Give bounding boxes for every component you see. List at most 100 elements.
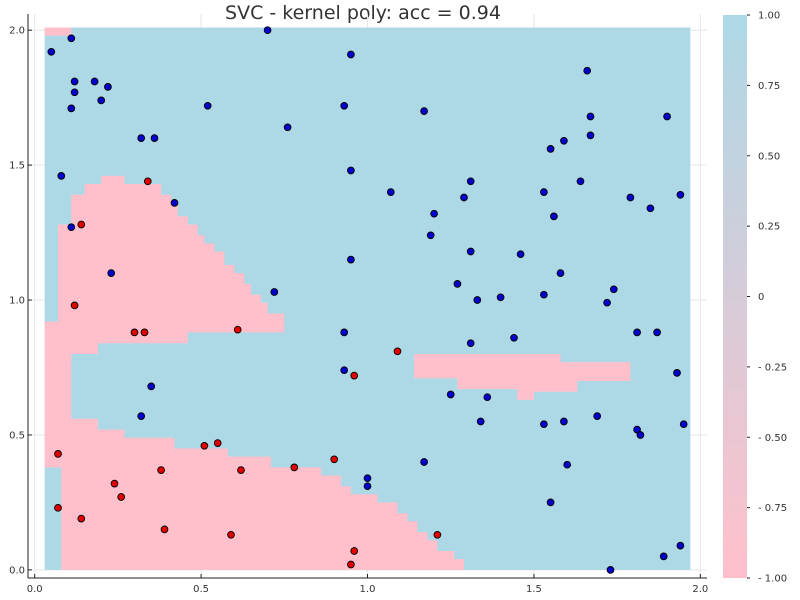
point-class-positive xyxy=(57,172,66,180)
region-negative xyxy=(58,175,285,363)
y-tick-label: 2.0 xyxy=(9,26,25,37)
point-class-positive xyxy=(150,134,159,142)
point-class-negative xyxy=(117,493,126,501)
point-class-positive xyxy=(679,420,688,429)
point-class-positive xyxy=(603,298,611,307)
colorbar-tick-label: - 1.00 xyxy=(758,574,787,585)
point-class-positive xyxy=(420,107,428,115)
point-class-positive xyxy=(676,190,685,199)
point-class-positive xyxy=(496,293,505,302)
x-axis: 0.0 0.5 1.0 1.5 2.0 xyxy=(27,574,708,595)
point-class-positive xyxy=(556,269,565,277)
point-class-positive xyxy=(653,328,661,337)
colorbar-tick-label: 0.75 xyxy=(758,81,780,92)
point-class-positive xyxy=(347,50,355,59)
colorbar-gradient xyxy=(723,15,747,578)
point-class-positive xyxy=(430,209,438,218)
point-class-positive xyxy=(70,77,79,86)
y-axis: 0.0 0.5 1.0 1.5 2.0 xyxy=(9,26,32,576)
colorbar-tick-label: - 0.75 xyxy=(758,503,787,514)
point-class-negative xyxy=(130,328,139,337)
colorbar-tick-label: - 0.25 xyxy=(758,362,787,373)
point-class-positive xyxy=(453,280,462,288)
point-class-negative xyxy=(54,503,62,512)
point-class-positive xyxy=(107,269,116,277)
x-tick-label: 0.5 xyxy=(193,584,209,595)
point-class-positive xyxy=(609,285,618,294)
point-class-positive xyxy=(626,193,635,202)
y-tick-label: 0.0 xyxy=(9,565,25,576)
point-class-positive xyxy=(340,328,349,337)
point-class-positive xyxy=(673,369,681,377)
point-class-positive xyxy=(583,66,592,75)
point-class-positive xyxy=(340,101,349,110)
point-class-positive xyxy=(363,474,372,483)
point-class-negative xyxy=(140,328,149,337)
colorbar: 1.00 0.75 0.50 0.25 0 - 0.25 - 0.50 - 0.75 - 1.0… xyxy=(723,11,787,585)
data-points xyxy=(47,26,688,574)
point-class-negative xyxy=(233,325,242,334)
chart-title: SVC - kernel poly: acc = 0.94 xyxy=(225,2,501,24)
point-class-positive xyxy=(476,417,485,426)
point-class-positive xyxy=(483,393,492,402)
point-class-positive xyxy=(67,34,76,43)
x-tick-label: 2.0 xyxy=(692,584,708,595)
point-class-negative xyxy=(350,371,359,380)
point-class-positive xyxy=(550,212,558,221)
point-class-positive xyxy=(67,104,76,113)
point-class-positive xyxy=(516,250,525,259)
point-class-negative xyxy=(54,450,62,458)
point-class-positive xyxy=(576,177,585,186)
point-class-negative xyxy=(110,479,119,488)
point-class-negative xyxy=(77,514,86,523)
point-class-positive xyxy=(386,188,395,196)
point-class-positive xyxy=(420,458,428,466)
colorbar-tick-label: 1.00 xyxy=(758,11,780,22)
point-class-positive xyxy=(137,412,146,420)
point-class-positive xyxy=(676,541,685,550)
point-class-negative xyxy=(347,560,355,569)
point-class-positive xyxy=(586,112,595,121)
point-class-negative xyxy=(157,466,165,474)
point-class-negative xyxy=(393,347,402,356)
point-class-negative xyxy=(330,455,339,464)
point-class-positive xyxy=(646,204,655,213)
point-class-positive xyxy=(466,339,475,348)
x-tick-label: 0.0 xyxy=(27,584,43,595)
point-class-positive xyxy=(104,83,112,91)
point-class-positive xyxy=(67,223,76,232)
point-class-positive xyxy=(446,390,455,399)
point-class-negative xyxy=(350,547,359,555)
x-tick-label: 1.0 xyxy=(360,584,376,595)
point-class-positive xyxy=(663,112,671,121)
colorbar-tick-label: - 0.50 xyxy=(758,433,787,444)
point-class-positive xyxy=(540,420,548,429)
point-class-negative xyxy=(290,463,299,472)
point-class-positive xyxy=(540,290,548,299)
point-class-positive xyxy=(546,498,555,507)
y-tick-label: 1.0 xyxy=(9,296,25,307)
point-class-positive xyxy=(47,47,56,56)
point-class-positive xyxy=(546,145,555,153)
region-negative xyxy=(44,27,72,36)
y-tick-label: 1.5 xyxy=(9,161,25,172)
point-class-positive xyxy=(466,177,475,186)
point-class-positive xyxy=(363,482,372,491)
point-class-positive xyxy=(137,134,146,142)
point-class-negative xyxy=(70,301,79,310)
point-class-negative xyxy=(160,525,169,534)
point-class-positive xyxy=(147,382,156,391)
point-class-negative xyxy=(200,441,209,450)
point-class-positive xyxy=(510,333,518,342)
point-class-positive xyxy=(560,136,568,145)
region-negative xyxy=(414,354,631,400)
point-class-positive xyxy=(170,199,179,207)
colorbar-tick-label: 0 xyxy=(758,292,764,303)
region-negative xyxy=(44,321,464,570)
point-class-positive xyxy=(593,412,602,420)
colorbar-tick-label: 0.25 xyxy=(758,222,780,233)
x-tick-label: 1.5 xyxy=(526,584,542,595)
point-class-positive xyxy=(633,328,641,337)
point-class-positive xyxy=(347,255,355,264)
